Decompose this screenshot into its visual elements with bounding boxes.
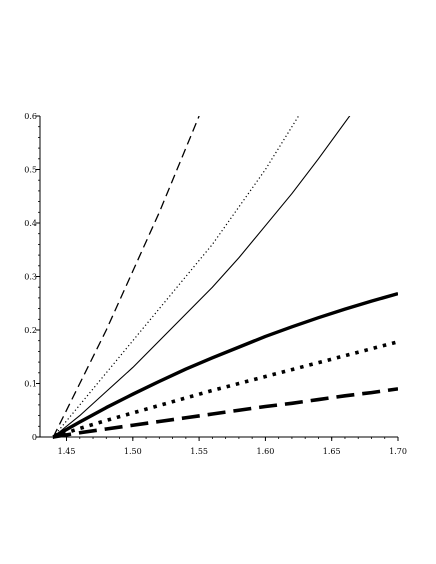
ticks-layer: 1.45 1.50 1.55 1.60 1.65 1.70 0 0.1 0.2 0.3 0.4 0.5…	[24, 112, 407, 456]
series-line-thick-solid	[52, 291, 398, 439]
x-tick-label: 1.50	[124, 447, 142, 456]
y-tick-label: 0.2	[24, 326, 37, 335]
series-line-thick-dotted	[52, 340, 398, 439]
x-tick-label: 1.55	[190, 447, 208, 456]
series-line-thick-dashed	[52, 387, 398, 439]
y-tick-label: 0.4	[24, 219, 37, 228]
series-line-thin-solid	[52, 116, 351, 438]
x-tick-label: 1.60	[257, 447, 275, 456]
y-tick-label: 0.6	[24, 112, 37, 121]
y-tick-label: 0.3	[24, 273, 37, 282]
x-tick-label: 1.70	[389, 447, 407, 456]
series-line-thin-dotted	[52, 116, 300, 438]
y-tick-label: 0	[32, 433, 37, 442]
y-tick-label: 0.1	[24, 380, 37, 389]
x-tick-label: 1.65	[323, 447, 341, 456]
y-tick-label: 0.5	[24, 166, 37, 175]
series-layer	[52, 116, 398, 439]
series-line-thin-dashed	[52, 116, 200, 438]
x-tick-label: 1.45	[58, 447, 76, 456]
